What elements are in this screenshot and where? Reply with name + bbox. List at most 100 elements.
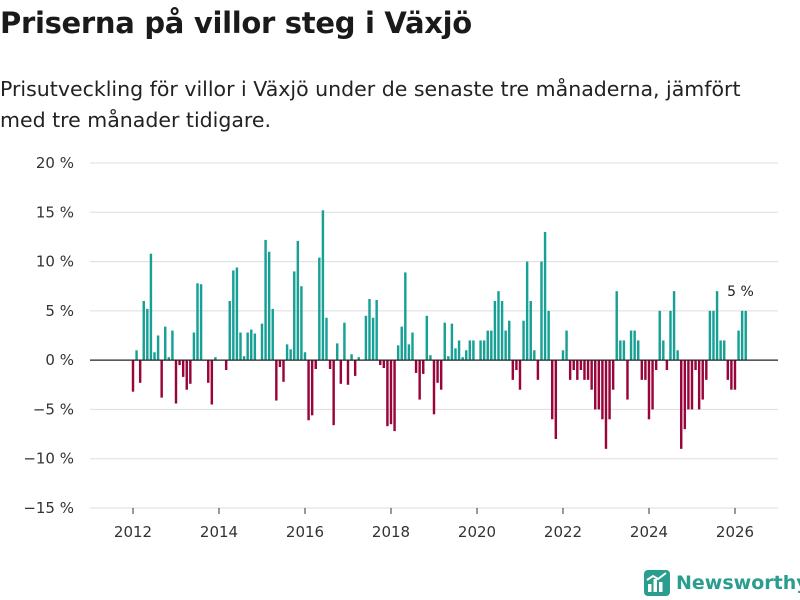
bar: [461, 357, 464, 361]
bar: [386, 360, 389, 427]
newsworthy-logo-icon: [644, 570, 670, 596]
bar: [633, 330, 636, 361]
bar: [615, 291, 618, 361]
bar: [346, 360, 350, 385]
bar: [579, 360, 583, 370]
bar: [264, 239, 267, 361]
bar: [472, 340, 475, 361]
bar: [135, 350, 138, 361]
bar: [429, 355, 432, 361]
bar: [626, 360, 629, 400]
bar: [719, 340, 722, 361]
bar: [210, 360, 214, 405]
bar: [565, 330, 568, 361]
bar: [508, 320, 511, 361]
bar: [339, 360, 343, 384]
bar: [608, 360, 611, 420]
bar: [189, 360, 192, 384]
x-tick-label: 2016: [286, 523, 324, 541]
bar: [375, 300, 378, 361]
bar: [224, 360, 228, 370]
bar: [310, 360, 314, 416]
y-tick-label: 5 %: [45, 302, 74, 320]
bar: [604, 360, 608, 449]
bar: [533, 350, 536, 361]
bar: [325, 317, 328, 361]
x-tick-label: 2020: [458, 523, 496, 541]
bar: [411, 332, 414, 361]
bar: [651, 360, 654, 410]
bar: [285, 344, 289, 361]
bar: [146, 308, 149, 361]
chart-title: Priserna på villor steg i Växjö: [0, 6, 472, 40]
bar: [368, 299, 371, 361]
bar: [522, 320, 525, 361]
bar: [235, 267, 239, 361]
bar: [393, 360, 396, 432]
y-tick-label: 0 %: [45, 351, 74, 369]
bar: [425, 315, 429, 361]
bar: [422, 360, 425, 374]
bar: [726, 360, 730, 380]
bar: [708, 310, 712, 361]
x-tick-label: 2012: [114, 523, 152, 541]
bar: [149, 253, 153, 361]
bar: [737, 330, 740, 361]
bar: [196, 283, 199, 361]
bar: [518, 360, 522, 390]
bar: [242, 356, 246, 361]
bar: [185, 360, 188, 390]
bar: [379, 360, 382, 366]
bar: [336, 343, 339, 361]
bar: [246, 332, 249, 361]
bar: [687, 360, 690, 410]
y-tick-label: −10 %: [23, 450, 74, 468]
bar: [637, 340, 640, 361]
bar: [705, 360, 708, 380]
x-tick-label: 2018: [372, 523, 410, 541]
bar: [619, 340, 622, 361]
bar: [680, 360, 683, 449]
bar: [389, 360, 393, 425]
bar: [658, 310, 661, 361]
bar: [418, 360, 421, 400]
newsworthy-brand[interactable]: Newsworthy: [644, 568, 800, 598]
x-tick-label: 2026: [716, 523, 754, 541]
bar: [321, 210, 325, 361]
bar: [733, 360, 737, 390]
bar: [364, 315, 368, 361]
bar: [328, 360, 332, 370]
bar: [676, 350, 679, 361]
bar: [314, 360, 317, 370]
bar: [289, 349, 292, 361]
bar: [232, 270, 235, 361]
bar: [712, 310, 715, 361]
bar: [404, 272, 407, 361]
bar: [572, 360, 575, 370]
bar: [300, 286, 303, 361]
y-tick-label: 20 %: [36, 154, 74, 172]
y-tick-label: −5 %: [33, 400, 74, 418]
bar: [450, 323, 454, 361]
bar: [525, 261, 529, 361]
bar: [174, 360, 178, 404]
bar: [529, 301, 532, 361]
bar: [590, 360, 593, 390]
bar: [493, 301, 497, 361]
bar: [465, 350, 468, 361]
bar: [669, 310, 672, 361]
bar: [647, 360, 651, 420]
bar: [439, 360, 443, 390]
y-tick-label: 15 %: [36, 203, 74, 221]
bar: [665, 360, 669, 370]
bar: [160, 360, 163, 398]
bar: [343, 322, 346, 361]
bar: [253, 333, 257, 361]
bar: [192, 332, 196, 361]
bar: [554, 360, 558, 439]
bar: [697, 360, 701, 410]
bar: [199, 284, 203, 361]
bar: [436, 360, 439, 383]
bar: [576, 360, 579, 380]
bar: [382, 360, 386, 369]
